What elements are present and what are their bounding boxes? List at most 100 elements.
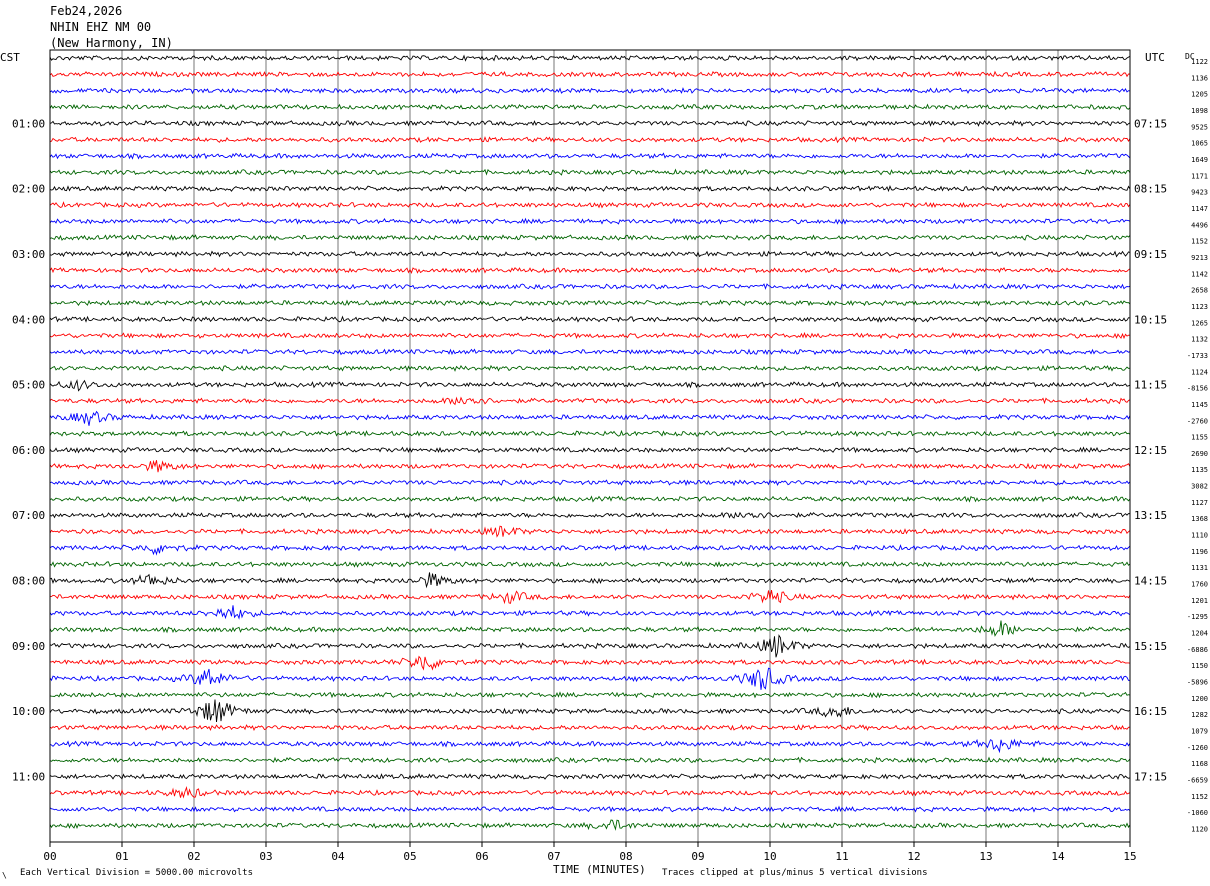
hour-label-right: 11:15: [1134, 379, 1167, 392]
dc-offset-value: 1200: [1191, 695, 1208, 703]
dc-offset-value: 1171: [1191, 172, 1208, 180]
dc-offset-value: 1123: [1191, 303, 1208, 311]
dc-column-label: DC: [1185, 52, 1195, 61]
hour-label-left: 08:00: [12, 575, 45, 588]
seismic-trace-line: [49, 217, 1131, 225]
dc-offset-value: 1205: [1191, 91, 1208, 99]
hour-label-left: 10:00: [12, 705, 45, 718]
hour-label-left: 06:00: [12, 444, 45, 457]
hour-label-left: 09:00: [12, 640, 45, 653]
x-tick-label: 03: [259, 850, 272, 863]
seismic-trace-line: [49, 282, 1131, 290]
hour-label-left: 04:00: [12, 313, 45, 326]
dc-offset-value: -1295: [1187, 613, 1208, 621]
hour-label-right: 16:15: [1134, 705, 1167, 718]
seismic-trace-line: [49, 234, 1131, 242]
x-axis-title: TIME (MINUTES): [553, 863, 646, 876]
dc-offset-value: 1265: [1191, 319, 1208, 327]
dc-offset-value: 4496: [1191, 221, 1208, 229]
dc-offset-value: -1260: [1187, 744, 1208, 752]
hour-label-right: 13:15: [1134, 509, 1167, 522]
dc-offset-value: 1124: [1191, 368, 1208, 376]
hour-label-right: 15:15: [1134, 640, 1167, 653]
seismic-trace-line: [49, 136, 1131, 144]
dc-offset-value: -5896: [1187, 679, 1208, 687]
x-tick-label: 04: [331, 850, 345, 863]
seismic-trace-line: [49, 299, 1131, 307]
seismic-trace-line: [49, 620, 1131, 637]
hour-label-left: 05:00: [12, 379, 45, 392]
seismic-trace-line: [49, 544, 1131, 556]
dc-offset-value: 1155: [1191, 434, 1208, 442]
hour-label-right: 08:15: [1134, 183, 1167, 196]
hour-label-left: 02:00: [12, 183, 45, 196]
dc-offset-value: -2760: [1187, 417, 1208, 425]
dc-offset-value: 1152: [1191, 238, 1208, 246]
seismic-trace-line: [49, 364, 1131, 372]
dc-offset-value: 1282: [1191, 711, 1208, 719]
dc-offset-value: 1135: [1191, 466, 1208, 474]
dc-offset-value: -1060: [1187, 809, 1208, 817]
dc-offset-value: 3082: [1191, 483, 1208, 491]
seismic-trace-line: [49, 655, 1131, 671]
dc-offset-value: 9213: [1191, 254, 1208, 262]
dc-offset-value: -6659: [1187, 777, 1208, 785]
dc-offset-value: 1649: [1191, 156, 1208, 164]
seismic-trace-line: [49, 756, 1131, 764]
x-tick-label: 10: [763, 850, 776, 863]
seismic-trace-line: [49, 560, 1131, 568]
seismic-trace-line: [49, 119, 1131, 127]
hour-label-left: 01:00: [12, 117, 45, 130]
seismic-trace-line: [49, 691, 1131, 699]
seismic-trace-line: [49, 785, 1131, 799]
dc-offset-value: 9525: [1191, 123, 1208, 131]
dc-offset-value: 1201: [1191, 597, 1208, 605]
seismic-trace-line: [49, 525, 1131, 538]
dc-offset-value: 1065: [1191, 140, 1208, 148]
dc-offset-value: 1152: [1191, 793, 1208, 801]
seismic-trace-line: [49, 495, 1131, 503]
dc-offset-value: 1079: [1191, 728, 1208, 736]
seismic-trace-line: [49, 805, 1131, 813]
scale-note: Each Vertical Division = 5000.00 microvo…: [20, 868, 253, 878]
dc-offset-value: 1132: [1191, 336, 1208, 344]
clip-note: Traces clipped at plus/minus 5 vertical …: [662, 868, 928, 878]
dc-offset-value: 1204: [1191, 630, 1208, 638]
seismic-trace-line: [49, 396, 1131, 406]
plot-frame: [49, 49, 1131, 843]
dc-offset-value: 1098: [1191, 107, 1208, 115]
axis-labels: 00 01 02 03 04 05 06 07 08 09 10 11 12 13 14 15 01:00 02:…: [12, 58, 1208, 863]
seismic-trace-line: [49, 479, 1131, 487]
hour-label-left: 11:00: [12, 771, 45, 784]
dc-offset-value: -1733: [1187, 352, 1208, 360]
seismic-trace-line: [49, 634, 1131, 658]
seismic-trace-line: [49, 87, 1131, 95]
dc-offset-value: 1150: [1191, 662, 1208, 670]
dc-offset-value: 1168: [1191, 760, 1208, 768]
dc-offset-value: 9423: [1191, 189, 1208, 197]
hour-label-right: 14:15: [1134, 575, 1167, 588]
dc-offset-value: 1122: [1191, 58, 1208, 66]
x-tick-label: 06: [475, 850, 488, 863]
x-tick-label: 05: [403, 850, 416, 863]
hour-label-right: 10:15: [1134, 313, 1167, 326]
x-tick-label: 12: [907, 850, 920, 863]
x-tick-label: 09: [691, 850, 704, 863]
seismic-trace-line: [49, 459, 1131, 473]
x-tick-label: 01: [115, 850, 128, 863]
x-tick-label: 11: [835, 850, 848, 863]
seismic-trace-line: [49, 331, 1130, 340]
seismic-trace-line: [49, 70, 1131, 78]
seismic-trace-line: [49, 724, 1131, 732]
dc-offset-value: 1145: [1191, 401, 1208, 409]
x-tick-label: 15: [1123, 850, 1136, 863]
station-code: NHIN EHZ NM 00: [50, 20, 152, 34]
dc-offset-value: 1196: [1191, 548, 1208, 556]
seismic-trace-line: [49, 511, 1131, 519]
seismic-trace-line: [49, 266, 1131, 275]
seismic-trace-line: [49, 54, 1131, 62]
dc-offset-value: -6886: [1187, 646, 1208, 654]
x-tick-label: 08: [619, 850, 632, 863]
dc-offset-value: 1131: [1191, 564, 1208, 572]
